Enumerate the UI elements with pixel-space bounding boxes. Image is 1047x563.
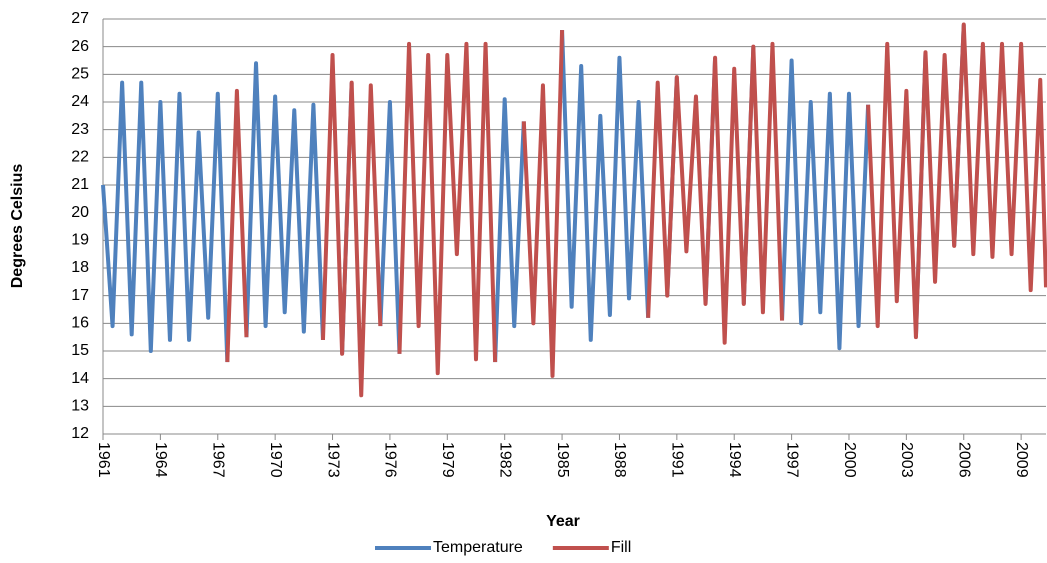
y-tick-label: 27 xyxy=(71,10,89,27)
x-tick-label: 1994 xyxy=(726,442,743,478)
x-tick-label: 2000 xyxy=(841,442,858,478)
x-tick-label: 1967 xyxy=(210,442,227,478)
x-tick-label: 1979 xyxy=(439,442,456,478)
x-tick-label: 1964 xyxy=(152,442,169,478)
y-tick-label: 25 xyxy=(71,66,89,83)
legend-label: Temperature xyxy=(433,539,523,556)
x-tick-label: 1982 xyxy=(496,442,513,478)
y-tick-label: 13 xyxy=(71,398,89,415)
x-tick-label: 1985 xyxy=(554,442,571,478)
x-tick-label: 1991 xyxy=(669,442,686,478)
x-tick-label: 2009 xyxy=(1013,442,1030,478)
y-tick-label: 18 xyxy=(71,259,89,276)
x-tick-label: 1961 xyxy=(95,442,112,478)
series-line xyxy=(225,22,1047,398)
x-axis-title: Year xyxy=(546,513,580,530)
y-tick-label: 16 xyxy=(71,315,89,332)
y-tick-label: 24 xyxy=(71,93,89,110)
y-tick-label: 15 xyxy=(71,342,89,359)
x-tick-label: 2006 xyxy=(956,442,973,478)
legend-label: Fill xyxy=(611,539,631,556)
x-tick-label: 1976 xyxy=(382,442,399,478)
y-tick-label: 12 xyxy=(71,425,89,442)
y-tick-label: 22 xyxy=(71,149,89,166)
x-tick-label: 1973 xyxy=(324,442,341,478)
y-tick-label: 20 xyxy=(71,204,89,221)
x-tick-label: 1997 xyxy=(783,442,800,478)
x-tick-label: 2003 xyxy=(898,442,915,478)
y-tick-label: 14 xyxy=(71,370,89,387)
x-tick-label: 1970 xyxy=(267,442,284,478)
y-tick-label: 23 xyxy=(71,121,89,138)
y-tick-label: 17 xyxy=(71,287,89,304)
y-tick-label: 26 xyxy=(71,38,89,55)
y-tick-label: 21 xyxy=(71,176,89,193)
x-tick-label: 1988 xyxy=(611,442,628,478)
y-axis-title: Degrees Celsius xyxy=(9,164,26,289)
y-tick-label: 19 xyxy=(71,232,89,249)
